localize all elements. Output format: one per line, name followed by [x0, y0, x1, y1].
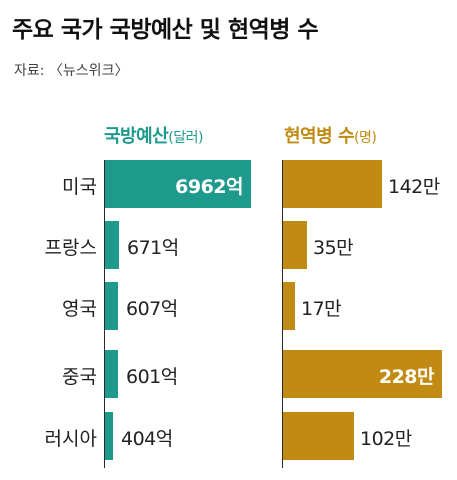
defense-budget-value: 607억 [126, 298, 178, 320]
defense-budget-value: 404억 [121, 428, 173, 450]
troops-value: 142만 [388, 176, 440, 198]
defense-budget-bar [105, 221, 119, 269]
troops-bar [283, 350, 442, 398]
defense-budget-bar [105, 350, 118, 398]
defense-budget-bar [105, 412, 113, 460]
troops-bar [283, 160, 382, 208]
legend-defense-budget: 국방예산(달러) [104, 122, 203, 148]
defense-budget-value: 671억 [127, 237, 179, 259]
chart-source: 자료: 〈뉴스위크〉 [14, 63, 129, 79]
chart-title: 주요 국가 국방예산 및 현역병 수 [12, 17, 319, 43]
legend-defense-unit: (달러) [168, 130, 203, 146]
country-label: 러시아 [44, 428, 97, 450]
troops-value: 35만 [313, 237, 354, 259]
troops-bar [283, 221, 307, 269]
defense-budget-value: 6962억 [175, 176, 243, 198]
troops-bar [283, 282, 295, 330]
defense-axis-line [104, 160, 105, 468]
defense-budget-value: 601억 [126, 366, 178, 388]
legend-defense-label: 국방예산 [104, 126, 169, 147]
defense-budget-bar [105, 282, 118, 330]
country-label: 프랑스 [44, 237, 97, 259]
legend-troops: 현역병 수(명) [284, 122, 377, 148]
troops-axis-line [282, 160, 283, 468]
country-label: 중국 [62, 366, 97, 388]
troops-value: 102만 [360, 428, 412, 450]
legend-troops-label: 현역병 수 [284, 126, 355, 147]
legend-troops-unit: (명) [354, 130, 377, 146]
country-label: 영국 [62, 298, 97, 320]
troops-value: 228만 [378, 366, 435, 388]
country-label: 미국 [62, 176, 97, 198]
defense-budget-bar [105, 160, 251, 208]
troops-bar [283, 412, 354, 460]
troops-value: 17만 [301, 298, 342, 320]
